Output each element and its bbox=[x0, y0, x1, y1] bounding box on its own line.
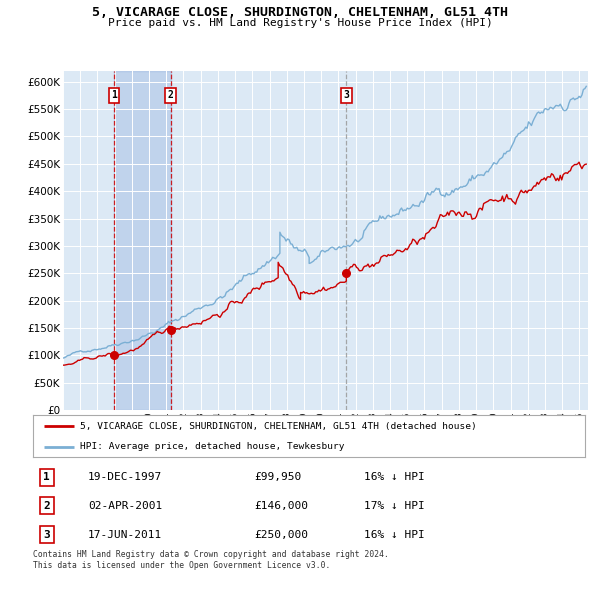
Text: 2: 2 bbox=[167, 90, 173, 100]
Text: 3: 3 bbox=[343, 90, 349, 100]
Text: Price paid vs. HM Land Registry's House Price Index (HPI): Price paid vs. HM Land Registry's House … bbox=[107, 18, 493, 28]
Text: £250,000: £250,000 bbox=[254, 530, 308, 540]
Text: 1: 1 bbox=[43, 473, 50, 482]
Text: 5, VICARAGE CLOSE, SHURDINGTON, CHELTENHAM, GL51 4TH (detached house): 5, VICARAGE CLOSE, SHURDINGTON, CHELTENH… bbox=[80, 422, 476, 431]
Bar bbox=[114, 71, 170, 410]
Text: 17% ↓ HPI: 17% ↓ HPI bbox=[364, 500, 425, 510]
Text: £146,000: £146,000 bbox=[254, 500, 308, 510]
Text: Contains HM Land Registry data © Crown copyright and database right 2024.: Contains HM Land Registry data © Crown c… bbox=[33, 550, 389, 559]
Text: 1: 1 bbox=[111, 90, 117, 100]
Text: This data is licensed under the Open Government Licence v3.0.: This data is licensed under the Open Gov… bbox=[33, 560, 331, 569]
Text: £99,950: £99,950 bbox=[254, 473, 301, 482]
Text: HPI: Average price, detached house, Tewkesbury: HPI: Average price, detached house, Tewk… bbox=[80, 442, 344, 451]
Text: 16% ↓ HPI: 16% ↓ HPI bbox=[364, 530, 425, 540]
Text: 02-APR-2001: 02-APR-2001 bbox=[88, 500, 163, 510]
Text: 16% ↓ HPI: 16% ↓ HPI bbox=[364, 473, 425, 482]
Text: 2: 2 bbox=[43, 500, 50, 510]
Text: 3: 3 bbox=[43, 530, 50, 540]
Text: 17-JUN-2011: 17-JUN-2011 bbox=[88, 530, 163, 540]
Text: 19-DEC-1997: 19-DEC-1997 bbox=[88, 473, 163, 482]
Text: 5, VICARAGE CLOSE, SHURDINGTON, CHELTENHAM, GL51 4TH: 5, VICARAGE CLOSE, SHURDINGTON, CHELTENH… bbox=[92, 6, 508, 19]
